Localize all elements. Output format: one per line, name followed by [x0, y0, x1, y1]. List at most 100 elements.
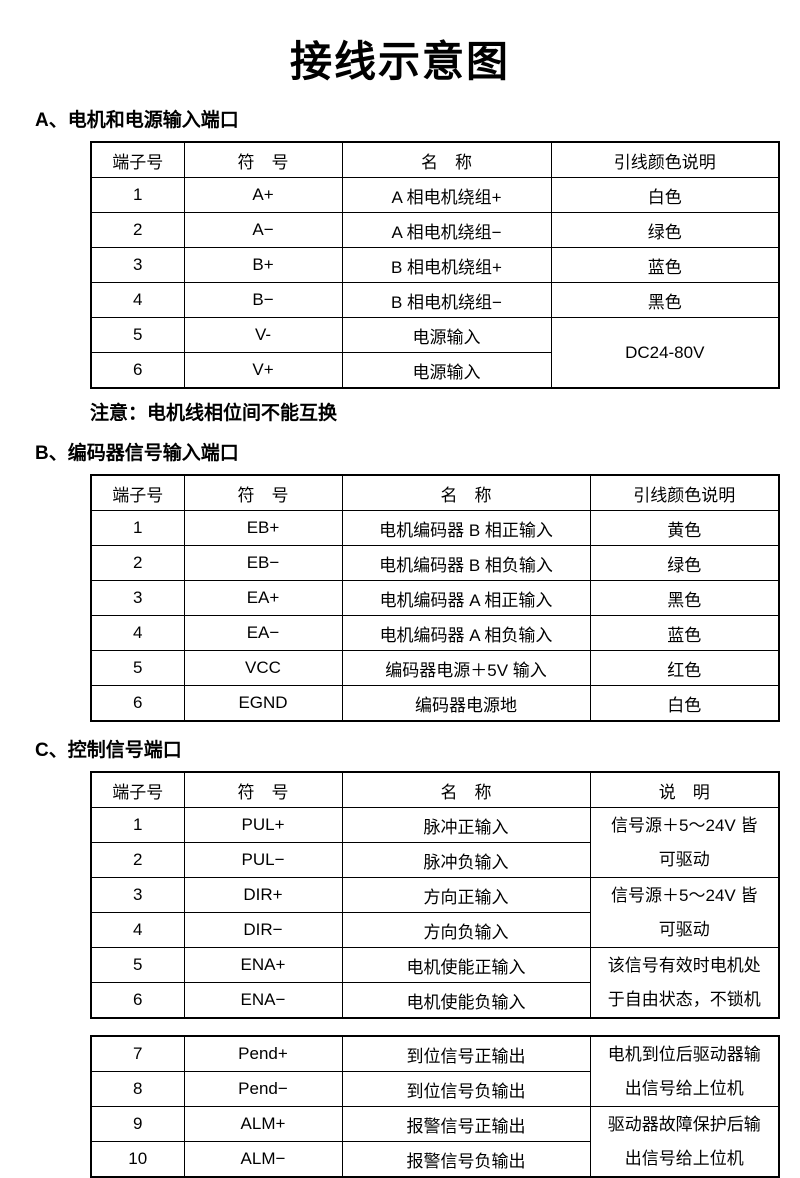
- cell-symbol: B+: [183, 247, 343, 283]
- cell-terminal: 3: [90, 580, 185, 616]
- cell-terminal: 2: [90, 212, 185, 248]
- description-line: 电机到位后驱动器输: [607, 1044, 761, 1064]
- cell-name: 电机使能负输入: [341, 982, 591, 1019]
- cell-name: 电机编码器 A 相正输入: [341, 580, 591, 616]
- table-row: 8 Pend− 到位信号负输出: [90, 1071, 779, 1107]
- description-line: 于自由状态，不锁机: [607, 989, 761, 1009]
- cell-name: 报警信号负输出: [341, 1141, 591, 1178]
- col-header-name: 名 称: [341, 771, 591, 808]
- cell-symbol: VCC: [183, 650, 343, 686]
- col-header-symbol: 符 号: [183, 474, 343, 511]
- section-b-heading: B、编码器信号输入端口: [35, 443, 239, 464]
- table-row: 4 EA− 电机编码器 A 相负输入 蓝色: [90, 615, 780, 651]
- table-row: 3 EA+ 电机编码器 A 相正输入 黑色: [90, 580, 780, 616]
- cell-terminal: 4: [90, 282, 185, 318]
- cell-symbol: V-: [183, 317, 343, 353]
- cell-terminal: 8: [90, 1071, 185, 1107]
- cell-wirecolor: 黑色: [589, 580, 780, 616]
- cell-wirecolor: 黑色: [550, 282, 780, 318]
- phase-warning-note: 注意：电机线相位间不能互换: [90, 403, 338, 424]
- table-row: 1 EB+ 电机编码器 B 相正输入 黄色: [90, 510, 780, 546]
- table-row: 3 B+ B 相电机绕组+ 蓝色: [90, 247, 780, 283]
- cell-name: 方向负输入: [341, 912, 591, 948]
- col-header-name: 名 称: [341, 141, 552, 178]
- table-control-signal-outputs: 7 Pend+ 到位信号正输出 电机到位后驱动器输 出信号给上位机 8 Pend…: [90, 1035, 780, 1178]
- cell-symbol: Pend−: [183, 1071, 343, 1107]
- cell-description: 该信号有效时电机处 于自由状态，不锁机: [589, 947, 780, 1019]
- cell-wirecolor: 绿色: [589, 545, 780, 581]
- col-header-terminal: 端子号: [90, 771, 185, 808]
- cell-wirecolor: 红色: [589, 650, 780, 686]
- table-row: 6 EGND 编码器电源地 白色: [90, 685, 780, 722]
- cell-wirecolor: 白色: [550, 177, 780, 213]
- table-row: 6 V+ 电源输入: [90, 352, 779, 389]
- cell-terminal: 2: [90, 842, 185, 878]
- cell-terminal: 1: [90, 510, 185, 546]
- cell-symbol: ALM+: [183, 1106, 343, 1142]
- cell-terminal: 4: [90, 615, 185, 651]
- cell-terminal: 5: [90, 317, 185, 353]
- cell-symbol: A+: [183, 177, 343, 213]
- description-line: 信号源＋5～24V 皆: [611, 815, 758, 835]
- col-header-name: 名 称: [341, 474, 591, 511]
- cell-wirecolor: 蓝色: [589, 615, 780, 651]
- description-line: 信号源＋5～24V 皆: [611, 885, 758, 905]
- col-header-terminal: 端子号: [90, 141, 185, 178]
- table-header-row: 端子号 符 号 名 称 说 明: [90, 771, 780, 808]
- table-row: 4 B− B 相电机绕组− 黑色: [90, 282, 780, 318]
- description-line: 可驱动: [658, 919, 710, 939]
- cell-name: A 相电机绕组+: [341, 177, 552, 213]
- cell-name: 编码器电源地: [341, 685, 591, 722]
- section-a-heading: A、电机和电源输入端口: [35, 110, 239, 131]
- cell-description: 驱动器故障保护后输 出信号给上位机: [589, 1106, 780, 1178]
- cell-symbol: EA+: [183, 580, 343, 616]
- table-row: 2 PUL− 脉冲负输入: [90, 842, 779, 878]
- cell-name: B 相电机绕组+: [341, 247, 552, 283]
- cell-terminal: 1: [90, 177, 185, 213]
- table-encoder-input: 端子号 符 号 名 称 引线颜色说明 1 EB+ 电机编码器 B 相正输入 黄色…: [90, 474, 780, 722]
- cell-symbol: Pend+: [183, 1035, 343, 1072]
- cell-symbol: B−: [183, 282, 343, 318]
- cell-symbol: DIR−: [183, 912, 343, 948]
- cell-name: 电机编码器 B 相负输入: [341, 545, 591, 581]
- cell-wirecolor: 黄色: [589, 510, 780, 546]
- cell-terminal: 3: [90, 877, 185, 913]
- cell-symbol: EB+: [183, 510, 343, 546]
- cell-terminal: 5: [90, 947, 185, 983]
- description-line: 驱动器故障保护后输: [607, 1114, 761, 1134]
- cell-symbol: PUL+: [183, 807, 343, 843]
- cell-name: 到位信号正输出: [341, 1035, 591, 1072]
- col-header-wirecolor: 引线颜色说明: [550, 141, 780, 178]
- cell-symbol: ENA−: [183, 982, 343, 1019]
- cell-name: 到位信号负输出: [341, 1071, 591, 1107]
- col-header-wirecolor: 引线颜色说明: [589, 474, 780, 511]
- cell-power-supply: DC24-80V: [550, 317, 780, 389]
- cell-description: 信号源＋5～24V 皆 可驱动: [589, 877, 780, 948]
- cell-symbol: A−: [183, 212, 343, 248]
- cell-terminal: 3: [90, 247, 185, 283]
- table-row: 5 V- 电源输入 DC24-80V: [90, 317, 780, 389]
- col-header-terminal: 端子号: [90, 474, 185, 511]
- table-row: 5 VCC 编码器电源＋5V 输入 红色: [90, 650, 780, 686]
- cell-description: 信号源＋5～24V 皆 可驱动: [589, 807, 780, 878]
- table-row: 9 ALM+ 报警信号正输出 驱动器故障保护后输 出信号给上位机: [90, 1106, 780, 1178]
- cell-name: 电源输入: [341, 317, 552, 353]
- cell-terminal: 6: [90, 982, 185, 1019]
- cell-symbol: ALM−: [183, 1141, 343, 1178]
- table-row: 2 EB− 电机编码器 B 相负输入 绿色: [90, 545, 780, 581]
- cell-terminal: 5: [90, 650, 185, 686]
- col-header-symbol: 符 号: [183, 141, 343, 178]
- cell-name: B 相电机绕组−: [341, 282, 552, 318]
- cell-terminal: 6: [90, 352, 185, 389]
- table-row: 3 DIR+ 方向正输入 信号源＋5～24V 皆 可驱动: [90, 877, 780, 948]
- cell-terminal: 2: [90, 545, 185, 581]
- cell-terminal: 4: [90, 912, 185, 948]
- cell-terminal: 10: [90, 1141, 185, 1178]
- col-header-description: 说 明: [589, 771, 780, 808]
- cell-description: 电机到位后驱动器输 出信号给上位机: [589, 1035, 780, 1107]
- cell-name: 方向正输入: [341, 877, 591, 913]
- cell-symbol: EA−: [183, 615, 343, 651]
- cell-name: A 相电机绕组−: [341, 212, 552, 248]
- cell-symbol: EGND: [183, 685, 343, 722]
- page-title: 接线示意图: [289, 38, 510, 85]
